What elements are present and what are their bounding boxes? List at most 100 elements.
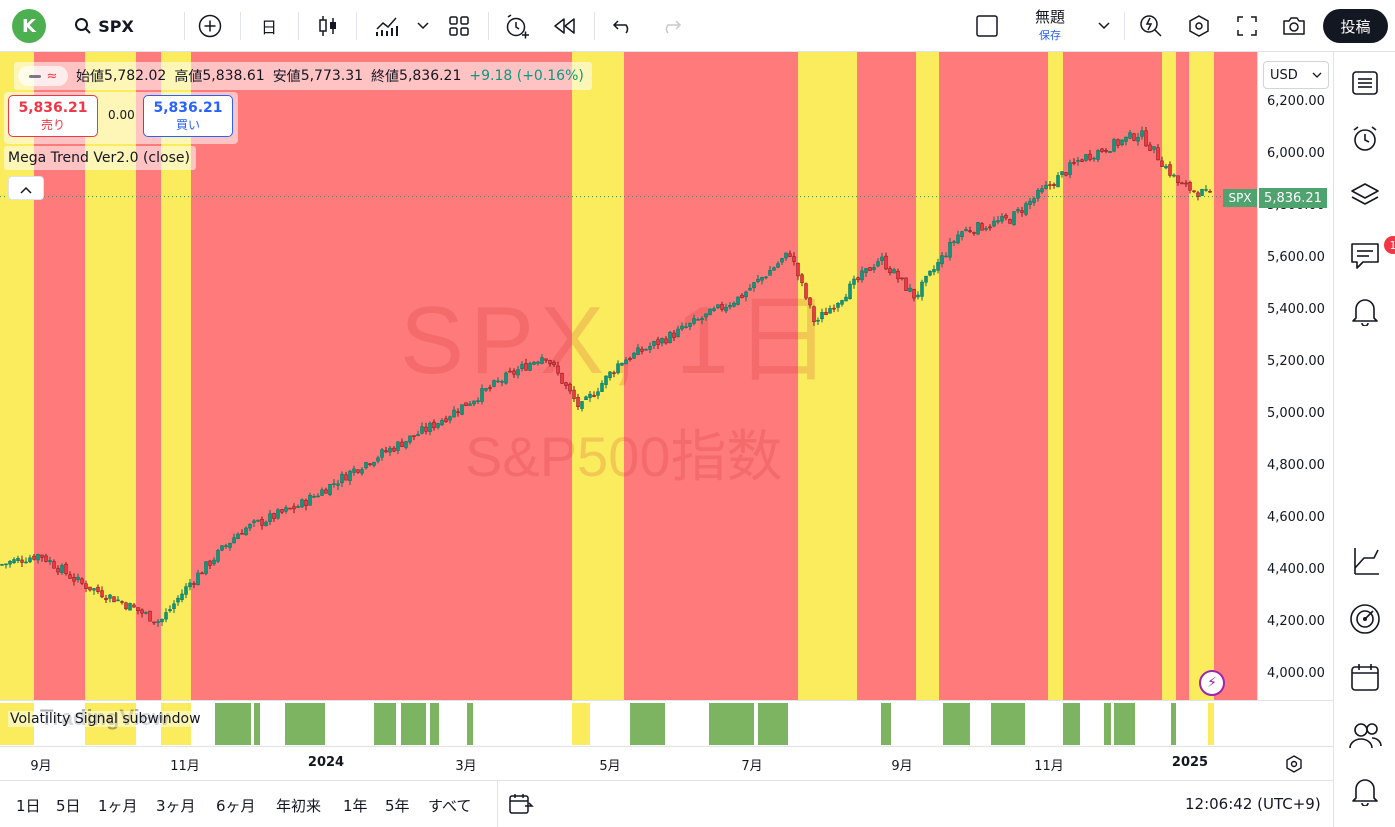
compare-add-symbol-button[interactable] (196, 8, 224, 44)
price-label: 4,600.00 (1267, 510, 1325, 525)
candle-body (68, 574, 72, 579)
chats-button[interactable]: 1 (1348, 236, 1395, 274)
candle-body (880, 256, 884, 261)
divider (184, 12, 185, 40)
watchlist-button[interactable] (1348, 68, 1382, 102)
candle-body (504, 372, 508, 384)
candle-body (984, 228, 988, 230)
candlestick-icon (317, 14, 339, 38)
interval-button[interactable]: 日 (260, 18, 277, 37)
object-tree-button[interactable] (1348, 180, 1382, 214)
candle-body (1168, 164, 1172, 176)
trend-chart-icon (1350, 546, 1380, 580)
candle-body (276, 509, 280, 519)
range-6m-button[interactable]: 6ヶ月 (216, 797, 256, 815)
range-1m-button[interactable]: 1ヶ月 (98, 797, 138, 815)
candle-body (88, 586, 92, 591)
indicator-legend[interactable]: Mega Trend Ver2.0 (close) (4, 146, 196, 170)
fullscreen-button[interactable] (1232, 8, 1262, 44)
range-1y-button[interactable]: 1年 (343, 797, 368, 815)
templates-button[interactable] (444, 8, 474, 44)
chart-type-button[interactable] (314, 8, 342, 44)
time-label: 5月 (599, 759, 621, 774)
candle-body (1084, 154, 1088, 161)
sell-button[interactable]: 5,836.21 売り (8, 95, 98, 137)
range-all-button[interactable]: すべて (428, 797, 472, 815)
range-1d-button[interactable]: 1日 (16, 797, 41, 815)
candle-body (656, 339, 660, 345)
price-label: 4,400.00 (1267, 562, 1325, 577)
candle-body (764, 276, 768, 279)
collapse-legend-button[interactable] (8, 176, 44, 200)
legend-toggle[interactable]: ≈ (18, 66, 68, 86)
layout-title[interactable]: 無題 保存 (1018, 6, 1082, 43)
snapshot-button[interactable] (1279, 8, 1309, 44)
community-button[interactable] (1348, 720, 1382, 754)
redo-button[interactable] (656, 8, 686, 44)
strategy-tester-button[interactable] (1348, 546, 1382, 580)
calendar-button[interactable] (1348, 662, 1382, 696)
indicators-button[interactable] (370, 8, 404, 44)
candle-body (804, 283, 808, 299)
notifications-button[interactable] (1348, 296, 1382, 330)
candle-body (1068, 162, 1072, 175)
quick-search-button[interactable] (1136, 8, 1166, 44)
time-axis[interactable]: 9月 11月 2024 3月 5月 7月 9月 11月 2025 (0, 746, 1333, 780)
candle-body (420, 426, 424, 434)
candle-body (700, 318, 704, 320)
lightning-icon[interactable]: ⚡ (1199, 670, 1225, 696)
candle-body (32, 555, 36, 560)
candle-body (920, 281, 924, 297)
help-notifications-button[interactable] (1348, 776, 1382, 810)
undo-icon (612, 17, 634, 35)
axis-settings-button[interactable] (1284, 754, 1304, 778)
publish-button[interactable]: 投稿 (1323, 9, 1388, 43)
range-ytd-button[interactable]: 年初来 (276, 797, 322, 815)
candle-body (616, 363, 620, 374)
candle-body (512, 370, 516, 375)
range-3m-button[interactable]: 3ヶ月 (156, 797, 196, 815)
sell-label: 売り (40, 118, 65, 132)
settings-button[interactable] (1184, 8, 1214, 44)
candle-body (704, 313, 708, 318)
layout-menu-dropdown[interactable] (1094, 8, 1114, 44)
candle-body (1108, 151, 1112, 153)
signal-bar-green (1063, 703, 1080, 745)
candle-body (668, 331, 672, 344)
user-avatar[interactable]: K (12, 9, 46, 43)
candle-body (1060, 171, 1064, 175)
candle-body (80, 578, 84, 584)
buy-label: 買い (175, 118, 200, 132)
range-5y-button[interactable]: 5年 (385, 797, 410, 815)
goto-date-button[interactable] (508, 792, 534, 820)
alert-button[interactable] (502, 8, 532, 44)
layout-select-button[interactable] (972, 8, 1002, 44)
buy-button[interactable]: 5,836.21 買い (143, 95, 233, 137)
candle-body (500, 381, 504, 383)
price-label: 5,600.00 (1267, 250, 1325, 265)
price-scale[interactable]: USD 6,200.006,000.005,800.005,600.005,40… (1257, 52, 1333, 700)
symbol-search-button[interactable]: SPX (74, 8, 134, 44)
last-price-tag: 5,836.21 (1259, 188, 1327, 208)
trading-panel-button[interactable] (1348, 604, 1382, 638)
candle-body (208, 560, 212, 566)
candle-body (204, 561, 208, 574)
candle-body (8, 561, 12, 565)
replay-button[interactable] (550, 8, 580, 44)
clock-timezone[interactable]: 12:06:42 (UTC+9) (1185, 795, 1321, 813)
candle-body (1132, 133, 1136, 141)
signal-bar-green (467, 703, 473, 745)
candle-body (1012, 211, 1016, 226)
range-5d-button[interactable]: 5日 (56, 797, 81, 815)
indicators-dropdown[interactable] (414, 8, 432, 44)
alerts-button[interactable] (1348, 124, 1382, 158)
candle-body (1056, 175, 1060, 188)
signal-bar-green (709, 703, 754, 745)
undo-button[interactable] (608, 8, 638, 44)
candle-body (780, 258, 784, 263)
currency-select[interactable]: USD (1263, 61, 1329, 89)
volatility-subwindow[interactable]: TradingView Volatility Signal subwindow (0, 700, 1333, 746)
main-chart-pane[interactable]: SPX, 1日 S&P500指数 ≈ 始値 5,782.02 高値 5,838.61… (0, 52, 1257, 700)
candle-body (1124, 136, 1128, 142)
candle-body (628, 358, 632, 360)
